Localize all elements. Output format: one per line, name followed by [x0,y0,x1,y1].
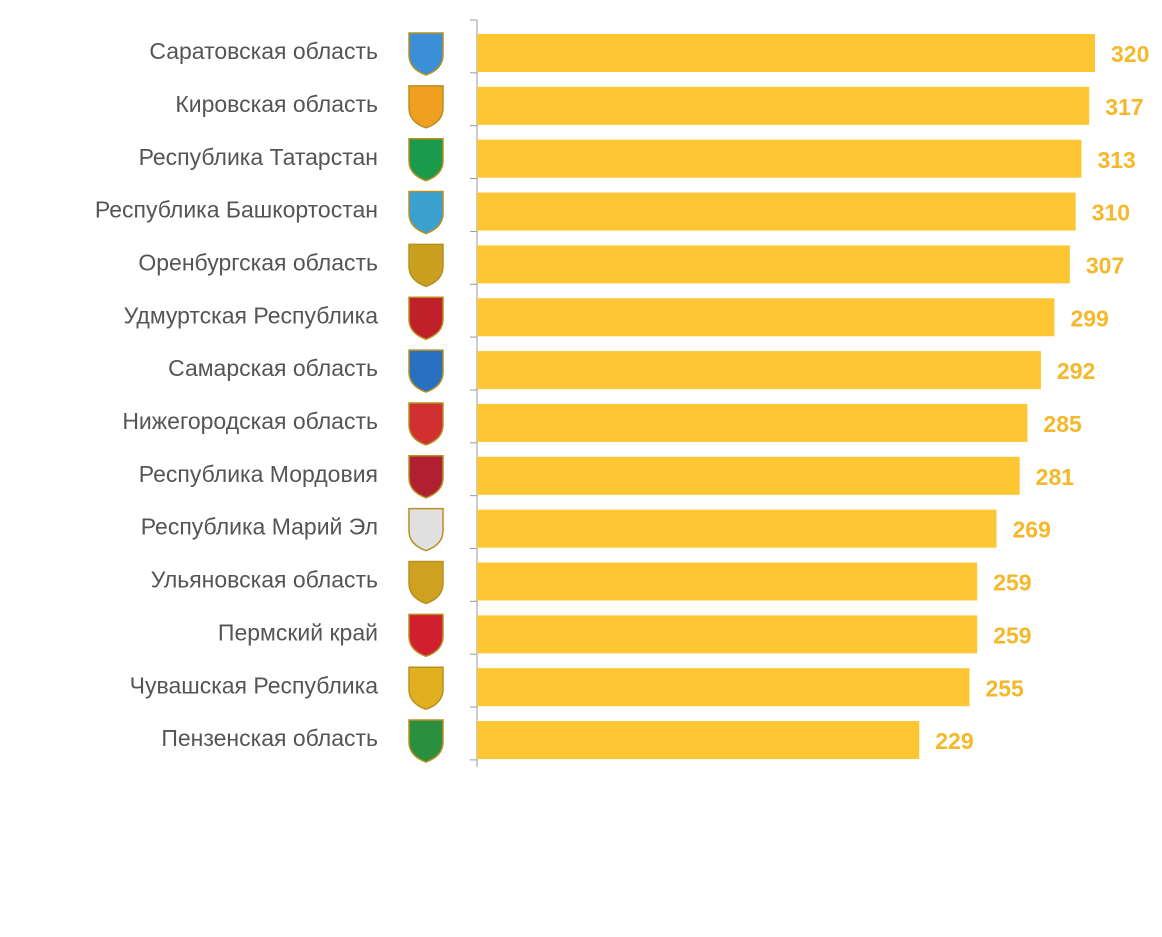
value-label: 292 [1057,358,1095,384]
y-tick-label: Саратовская область [149,38,378,64]
value-label: 259 [993,622,1031,648]
value-label: 299 [1070,305,1108,331]
y-tick-label: Чувашская Республика [130,672,379,698]
bar [477,721,920,760]
emblem [408,32,444,76]
bar [477,615,978,654]
y-tick-label: Кировская область [175,91,378,117]
emblem [408,560,444,605]
y-tick-label: Республика Мордовия [139,461,378,487]
value-label: 317 [1105,94,1143,120]
value-label: 307 [1086,252,1124,278]
bar [477,245,1070,284]
bar [477,86,1090,125]
bar [477,34,1095,72]
y-tick-label: Ульяновская область [151,567,378,593]
y-tick-label: Нижегородская область [122,408,378,434]
emblem [408,719,444,763]
y-tick-label: Республика Башкортостан [95,197,378,223]
y-tick-label: Пермский край [218,619,378,645]
value-label: 259 [993,570,1031,596]
y-tick-label: Самарская область [168,355,378,381]
y-tick-label: Республика Татарстан [139,144,378,170]
value-label: 320 [1111,41,1149,67]
emblem [408,243,444,288]
emblem [408,137,444,182]
bar [477,139,1082,178]
y-tick-label: Удмуртская Республика [124,302,379,328]
bar [477,351,1041,390]
bar [477,509,997,548]
y-tick-label: Оренбургская область [138,249,378,275]
bar [477,403,1028,442]
bar [477,456,1020,495]
emblem [408,349,444,393]
bar [477,668,970,707]
value-label: 255 [985,675,1024,701]
emblem [408,666,444,710]
value-label: 269 [1013,517,1051,543]
bar [477,562,978,601]
emblem [408,190,444,235]
value-label: 281 [1036,464,1075,490]
emblem [408,507,444,552]
emblem [408,85,444,129]
y-tick-label: Республика Марий Эл [141,514,378,540]
y-tick-label: Пензенская область [161,725,378,751]
value-label: 313 [1097,147,1135,173]
value-label: 229 [935,728,973,754]
value-label: 285 [1043,411,1082,437]
emblem [408,613,444,658]
bar [477,192,1076,231]
emblem [408,455,444,499]
value-label: 310 [1092,200,1130,226]
emblem [408,296,444,341]
emblem [408,402,444,446]
bar [477,298,1055,337]
